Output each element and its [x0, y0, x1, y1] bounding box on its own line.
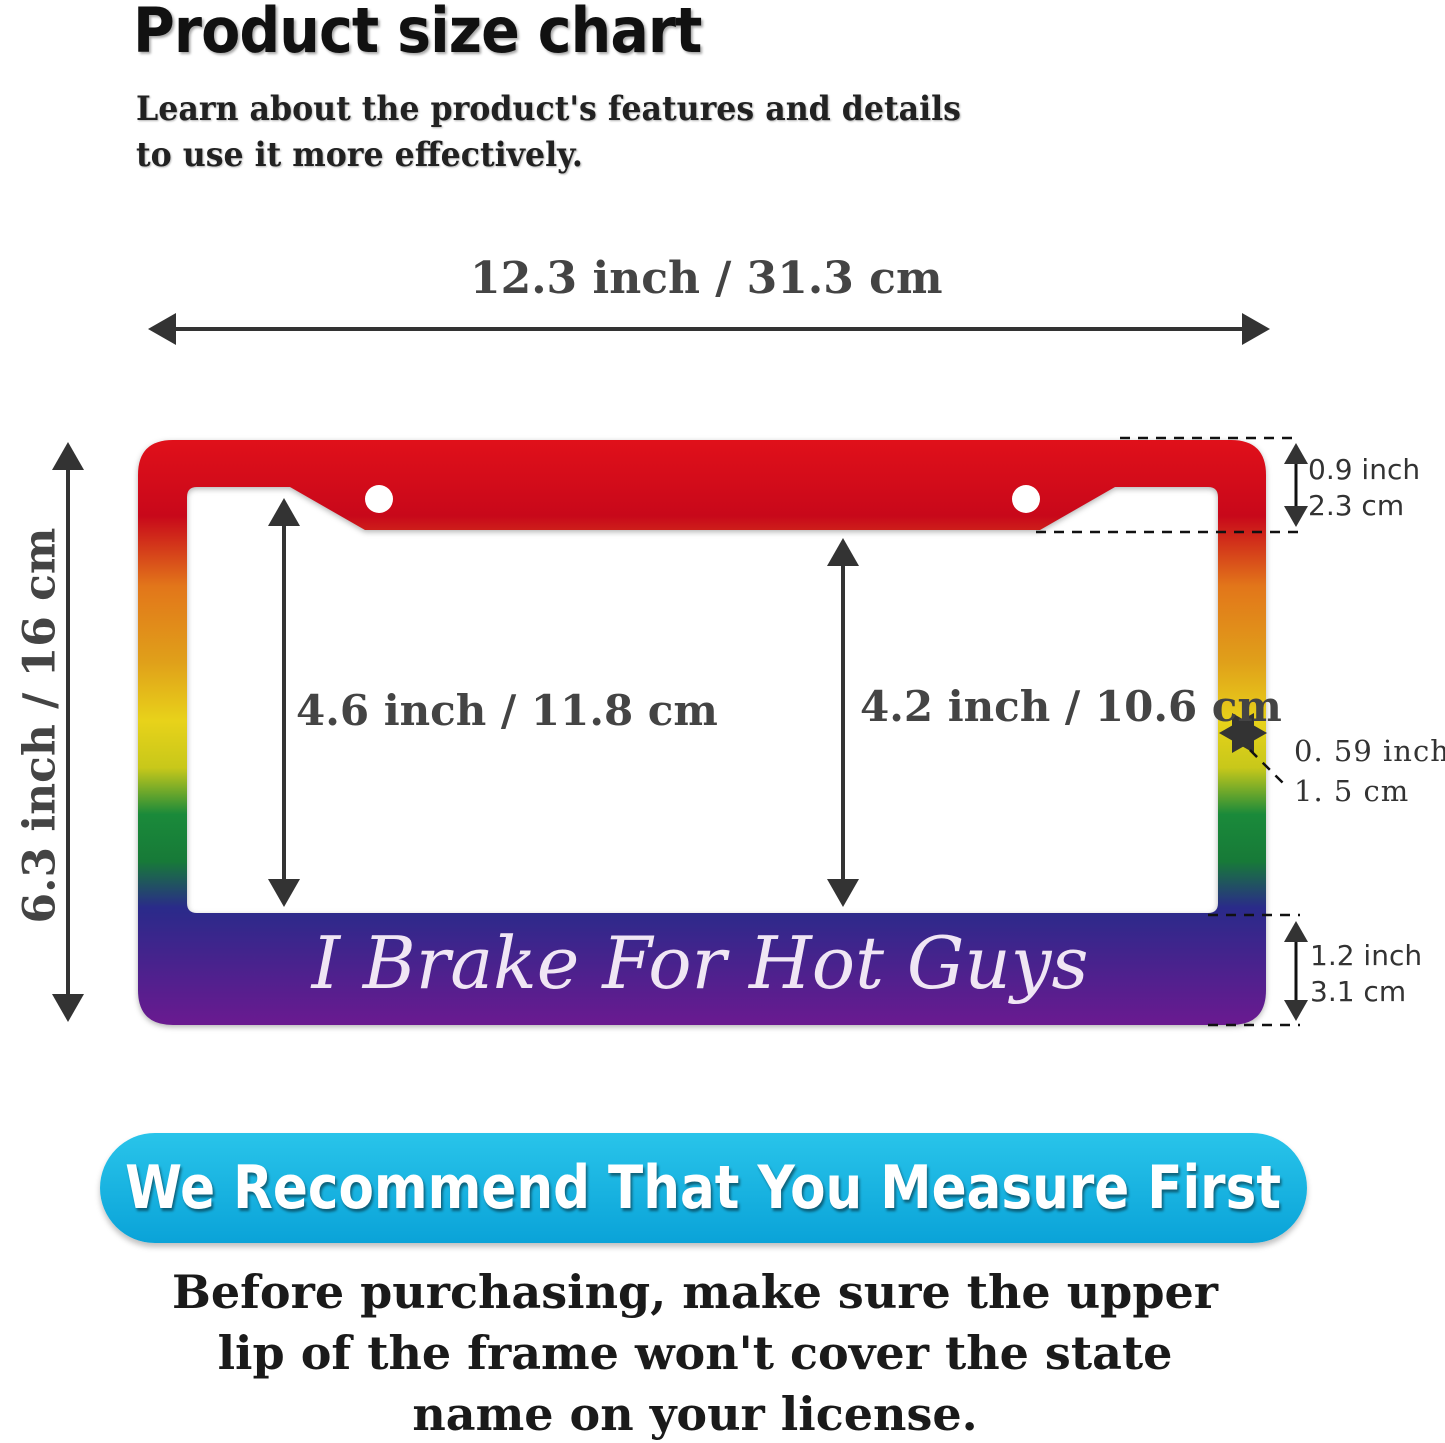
top-border-inch: 0.9 inch	[1308, 453, 1421, 486]
inner-height-left-label: 4.6 inch / 11.8 cm	[296, 686, 718, 735]
measure-first-banner: We Recommend That You Measure First	[100, 1133, 1307, 1243]
top-border-cm: 2.3 cm	[1308, 489, 1405, 522]
bottom-border-inch: 1.2 inch	[1310, 939, 1423, 972]
mounting-hole-right	[1012, 485, 1040, 513]
bottom-border-cm: 3.1 cm	[1310, 975, 1407, 1008]
note-line-3: name on your license.	[412, 1387, 978, 1441]
page-title: Product size chart	[133, 0, 702, 67]
guide-lines	[1036, 436, 1300, 1027]
subtitle-line-1: Learn about the product's features and d…	[136, 89, 961, 129]
banner-text: We Recommend That You Measure First	[125, 1153, 1282, 1223]
side-border-label: 0. 59 inch 1. 5 cm	[1294, 731, 1445, 811]
frame-diagram: I Brake For Hot Guys	[52, 313, 1308, 1027]
top-border-label: 0.9 inch 2.3 cm	[1308, 452, 1420, 524]
side-border-cm: 1. 5 cm	[1294, 774, 1410, 808]
subtitle-line-2: to use it more effectively.	[136, 135, 583, 175]
purchase-note: Before purchasing, make sure the upper l…	[100, 1262, 1290, 1443]
frame-slogan: I Brake For Hot Guys	[310, 921, 1089, 1005]
note-line-2: lip of the frame won't cover the state	[217, 1326, 1173, 1380]
overall-height-label: 6.3 inch / 16 cm	[14, 527, 66, 924]
bottom-border-label: 1.2 inch 3.1 cm	[1310, 938, 1422, 1010]
mounting-hole-left	[365, 485, 393, 513]
license-plate-frame	[138, 440, 1266, 1025]
inner-height-center-label: 4.2 inch / 10.6 cm	[860, 682, 1282, 731]
page-subtitle: Learn about the product's features and d…	[136, 86, 961, 178]
note-line-1: Before purchasing, make sure the upper	[172, 1265, 1218, 1319]
side-border-inch: 0. 59 inch	[1294, 734, 1445, 768]
overall-width-label: 12.3 inch / 31.3 cm	[470, 253, 943, 304]
